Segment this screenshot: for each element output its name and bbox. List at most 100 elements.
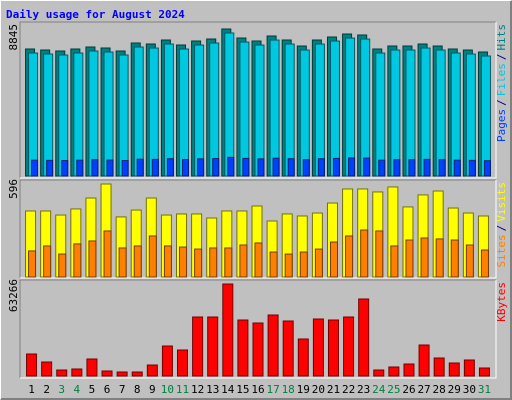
- bar: [118, 247, 127, 278]
- x-tick-label: 15: [236, 383, 249, 396]
- bar: [348, 157, 356, 177]
- bar: [76, 159, 84, 177]
- bar: [91, 159, 99, 177]
- bar: [297, 338, 309, 377]
- bar: [192, 316, 204, 377]
- bar: [209, 42, 220, 177]
- bar: [242, 157, 250, 177]
- x-tick-label: 31: [478, 383, 491, 396]
- bar: [31, 159, 39, 177]
- bar: [375, 230, 384, 278]
- bar: [360, 38, 371, 177]
- bar: [480, 249, 489, 278]
- bar: [227, 156, 235, 177]
- bar: [61, 160, 69, 177]
- bar: [480, 55, 491, 177]
- bar: [43, 245, 52, 278]
- x-tick-label: 30: [463, 383, 476, 396]
- bar: [209, 247, 218, 278]
- bar: [252, 322, 264, 377]
- x-tick-label: 20: [312, 383, 325, 396]
- bar: [435, 49, 446, 177]
- bar: [373, 369, 385, 377]
- bar: [363, 157, 371, 177]
- bar: [360, 229, 369, 278]
- bar: [28, 250, 37, 278]
- bar: [73, 243, 82, 278]
- plot-border-light: [20, 22, 497, 179]
- bar: [254, 242, 263, 278]
- x-tick-label: 24: [372, 383, 386, 396]
- legend-separator: /: [495, 225, 508, 232]
- bar: [420, 47, 431, 177]
- x-tick-label: 12: [191, 383, 204, 396]
- bar: [121, 160, 129, 177]
- legend: Sites / Visits: [495, 182, 508, 268]
- x-tick-label: 29: [448, 383, 461, 396]
- bar: [41, 361, 53, 377]
- bar: [101, 370, 113, 377]
- x-tick-label: 18: [282, 383, 295, 396]
- bar: [46, 159, 54, 177]
- chart-title: Daily usage for August 2024: [6, 8, 185, 21]
- bar: [453, 159, 461, 177]
- bar: [131, 371, 143, 377]
- bar: [166, 158, 174, 177]
- bar: [317, 158, 325, 177]
- bar: [345, 235, 354, 278]
- legend-entry: Files: [495, 63, 508, 96]
- bar: [329, 241, 338, 278]
- bar: [269, 251, 278, 278]
- bar: [299, 49, 310, 177]
- legend-separator: /: [495, 54, 508, 61]
- bar: [327, 319, 339, 377]
- plot-border-dark: [19, 21, 496, 178]
- x-tick-label: 14: [221, 383, 235, 396]
- bar: [118, 54, 129, 177]
- x-tick-label: 13: [206, 383, 219, 396]
- bar: [312, 318, 324, 377]
- x-tick-label: 4: [74, 383, 81, 396]
- bar: [433, 357, 445, 377]
- bar: [73, 52, 84, 177]
- bar: [28, 52, 39, 177]
- bar: [179, 48, 190, 177]
- bar: [483, 160, 491, 177]
- bar: [26, 353, 38, 377]
- y-tick-label: 8845: [7, 24, 20, 51]
- legend-separator: /: [495, 99, 508, 106]
- bar: [332, 157, 340, 177]
- x-tick-label: 17: [266, 383, 279, 396]
- x-tick-label: 1: [28, 383, 35, 396]
- bar: [106, 159, 114, 177]
- x-tick-label: 11: [176, 383, 189, 396]
- bar: [224, 32, 235, 177]
- bar: [179, 246, 188, 278]
- bar: [151, 158, 159, 177]
- bar: [163, 245, 172, 278]
- bar: [103, 51, 114, 177]
- bar: [237, 319, 249, 377]
- bar: [182, 159, 190, 177]
- bar: [58, 54, 69, 177]
- bar: [405, 239, 414, 278]
- x-tick-label: 16: [251, 383, 264, 396]
- plot-border-light: [20, 180, 497, 279]
- bar: [88, 240, 97, 278]
- x-tick-label: 26: [402, 383, 415, 396]
- bar: [282, 320, 294, 377]
- bar: [343, 316, 355, 377]
- bar: [239, 244, 248, 278]
- bar: [207, 316, 219, 377]
- bar: [438, 159, 446, 177]
- x-tick-label: 3: [58, 383, 65, 396]
- x-tick-label: 2: [43, 383, 50, 396]
- x-tick-label: 28: [433, 383, 446, 396]
- bar: [284, 43, 295, 177]
- x-tick-label: 6: [104, 383, 111, 396]
- legend: Pages / Files / Hits: [495, 24, 508, 142]
- bar: [468, 159, 476, 177]
- bar: [390, 49, 401, 177]
- bar: [116, 371, 128, 377]
